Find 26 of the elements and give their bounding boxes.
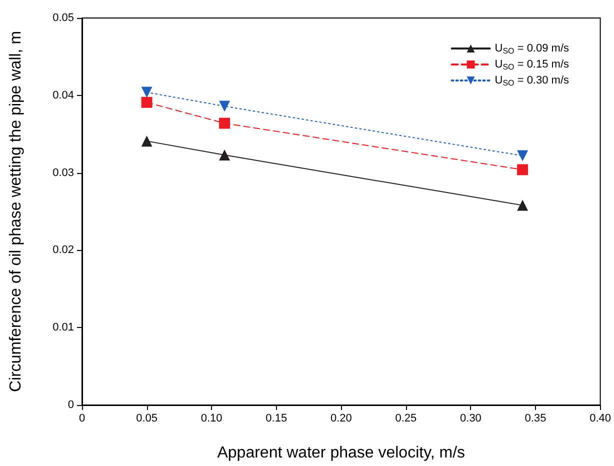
x-tick-label: 0.20 — [330, 412, 352, 424]
x-tick-label: 0.25 — [395, 412, 417, 424]
point — [517, 150, 528, 162]
y-tick-label: 0.02 — [52, 244, 74, 256]
point — [219, 118, 230, 129]
x-tick-label: 0 — [78, 412, 86, 424]
y-tick-label: 0.04 — [52, 89, 74, 102]
y-tick-label: 0.01 — [52, 322, 74, 334]
point — [219, 100, 230, 112]
point — [517, 200, 528, 211]
point — [141, 86, 152, 98]
x-tick-label: 0.10 — [200, 412, 222, 424]
x-tick-label: 0.05 — [136, 412, 158, 424]
y-axis-title: Circumference of oil phase wetting the pipe wall, m — [8, 30, 24, 392]
x-axis-title: Apparent water phase velocity, m/s — [217, 444, 466, 462]
point — [141, 136, 152, 147]
y-tick-label: 0.05 — [52, 12, 74, 24]
y-tick-label: 0.03 — [52, 166, 74, 179]
x-tick-label: 0.35 — [524, 412, 546, 424]
x-tick-label: 0.40 — [590, 412, 612, 424]
y-tick-label: 0 — [68, 399, 74, 411]
point — [141, 96, 152, 108]
x-tick-label: 0.30 — [460, 412, 482, 424]
point — [517, 164, 528, 176]
x-tick-label: 0.15 — [266, 412, 288, 424]
point — [219, 150, 230, 160]
